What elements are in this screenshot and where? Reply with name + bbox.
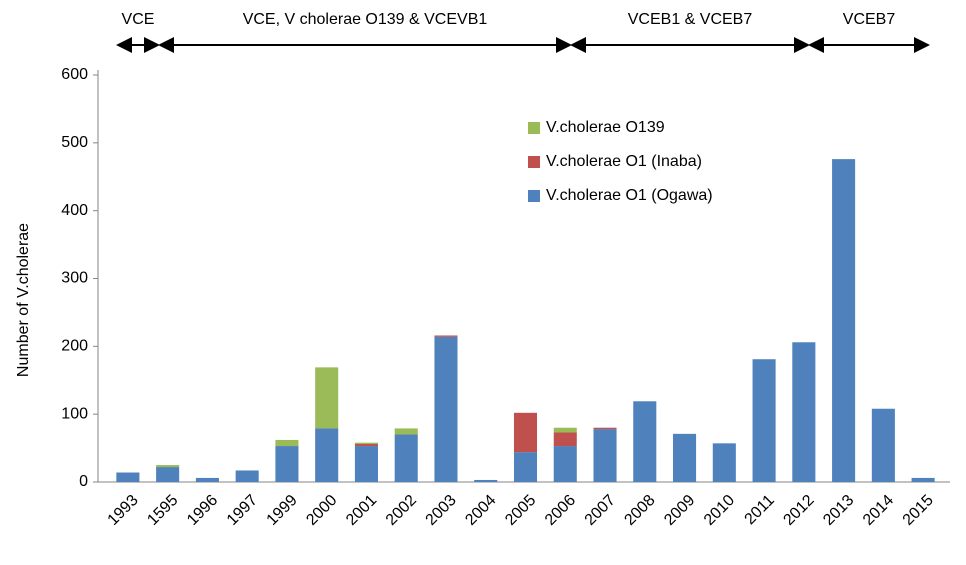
bar-segment: [871, 408, 895, 482]
x-tick-label: 2004: [462, 492, 499, 529]
bar-segment: [553, 432, 577, 447]
bar-segment: [513, 452, 538, 482]
bar-segment: [792, 342, 816, 482]
x-tick-label: 2009: [661, 492, 698, 529]
x-tick-label: 2015: [900, 492, 937, 529]
x-tick-label: 2011: [742, 492, 778, 528]
bar-segment: [156, 467, 180, 482]
y-tick-label: 200: [61, 338, 88, 355]
x-tick-label: 1997: [224, 492, 261, 529]
x-tick-label: 2012: [780, 492, 817, 529]
bar-segment: [354, 446, 378, 482]
x-tick-label: 2003: [423, 492, 460, 529]
bar-segment: [474, 479, 498, 482]
bar-segment: [911, 477, 935, 482]
bar-segment: [553, 446, 577, 482]
x-tick-label: 2010: [701, 492, 738, 529]
bar-segment: [553, 427, 577, 433]
bar-segment: [434, 335, 458, 337]
bar-segment: [593, 429, 617, 482]
x-tick-label: 1996: [184, 492, 221, 529]
bar-segment: [354, 444, 378, 447]
bar-segment: [394, 428, 418, 435]
y-tick-label: 300: [61, 270, 88, 287]
y-tick-label: 100: [61, 405, 88, 422]
bar-segment: [752, 359, 776, 482]
legend-swatch: [528, 122, 540, 134]
legend-label: V.cholerae O139: [546, 119, 665, 136]
bar-segment: [832, 159, 856, 482]
x-tick-label: 2006: [542, 492, 579, 529]
x-tick-label: 2007: [582, 492, 619, 529]
bar-segment: [434, 336, 458, 482]
x-tick-label: 1595: [144, 492, 181, 529]
y-tick-label: 0: [79, 473, 88, 490]
bar-segment: [633, 401, 657, 482]
bar-segment: [235, 470, 259, 482]
bar-segment: [354, 442, 378, 445]
y-axis-label: Number of V.cholerae: [15, 223, 32, 377]
legend-label: V.cholerae O1 (Inaba): [546, 153, 702, 170]
y-tick-label: 400: [61, 202, 88, 219]
bar-segment: [513, 412, 538, 453]
x-tick-label: 2013: [820, 492, 857, 529]
bar-segment: [394, 434, 418, 482]
bar-segment: [673, 433, 697, 482]
x-tick-label: 2008: [621, 492, 658, 529]
bar-segment: [315, 367, 339, 429]
legend-swatch: [528, 156, 540, 168]
bar-segment: [275, 439, 299, 447]
bar-segment: [275, 446, 299, 482]
x-tick-label: 1993: [105, 492, 142, 529]
annotation: VCE: [122, 11, 155, 28]
y-tick-label: 600: [61, 66, 88, 83]
bar-segment: [195, 477, 219, 482]
annotation: VCE, V cholerae O139 & VCEVB1: [243, 11, 488, 28]
bar-segment: [315, 428, 339, 482]
x-tick-label: 2000: [303, 492, 340, 529]
bar-segment: [593, 427, 617, 430]
legend-swatch: [528, 190, 540, 202]
x-tick-label: 2014: [860, 492, 897, 529]
legend-label: V.cholerae O1 (Ogawa): [546, 187, 713, 204]
x-tick-label: 2005: [502, 492, 539, 529]
bar-segment: [116, 472, 140, 482]
annotation: VCEB7: [843, 11, 896, 28]
y-tick-label: 500: [61, 134, 88, 151]
x-tick-label: 1999: [264, 492, 301, 529]
bar-segment: [712, 443, 736, 482]
x-tick-label: 2002: [383, 492, 420, 529]
x-tick-label: 2001: [343, 492, 380, 529]
annotation: VCEB1 & VCEB7: [628, 11, 753, 28]
bar-segment: [156, 465, 180, 468]
